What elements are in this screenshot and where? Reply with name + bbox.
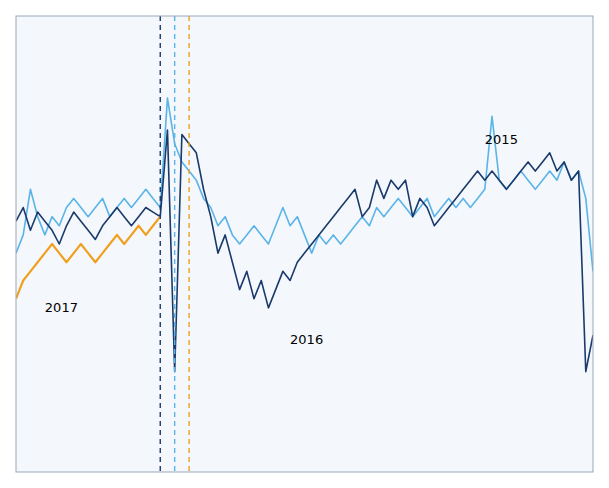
annotation: 2017 — [45, 300, 78, 315]
series-line — [16, 130, 593, 372]
vertical-line — [188, 16, 189, 472]
chart: 2017 2016 2015 — [0, 0, 609, 488]
vertical-line — [174, 16, 175, 472]
series-line — [16, 217, 160, 299]
annotation: 2016 — [290, 332, 323, 347]
annotation: 2015 — [485, 132, 518, 147]
vertical-line — [160, 16, 161, 472]
plot-frame — [16, 16, 593, 472]
plot-area — [16, 16, 593, 472]
series-line — [16, 98, 593, 271]
plot-background — [16, 16, 593, 472]
